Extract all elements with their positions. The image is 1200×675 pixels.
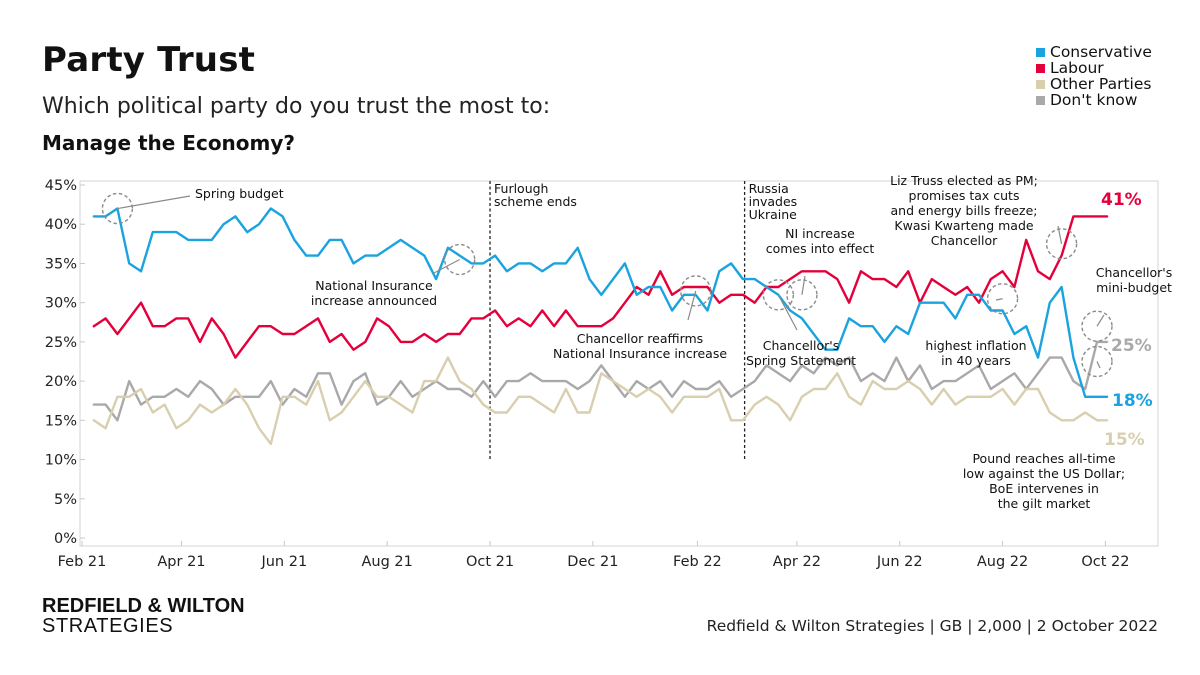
legend-label-other-parties: Other Parties	[1050, 75, 1152, 93]
annotation-leader-ni-increase-4	[801, 275, 806, 295]
y-tick-label: 15%	[45, 413, 77, 429]
annotation-leader-national-insurance-1	[433, 258, 460, 274]
source-note: Redfield & Wilton Strategies | GB | 2,00…	[706, 617, 1158, 635]
end-label-don-t-know: 25%	[1111, 336, 1152, 356]
series-line-conservative	[92, 207, 1109, 398]
x-tick-label: Jun 22	[876, 554, 923, 570]
legend-swatch-other-parties	[1036, 79, 1045, 89]
chart-question: Manage the Economy?	[42, 131, 296, 155]
x-tick-label: Aug 22	[977, 554, 1028, 570]
annotation-text-chancellor-s-3: Chancellor's Spring Statement	[746, 338, 856, 368]
annotation-text-chancellor-s-7: Chancellor's mini-budget	[1096, 265, 1172, 295]
y-tick-label: 30%	[45, 296, 77, 312]
annotation-leader-chancellor-s-3	[777, 294, 798, 331]
y-tick-label: 10%	[45, 453, 77, 469]
annotation-text-highest-inflation-5: highest inflation in 40 years	[925, 338, 1026, 368]
x-tick-label: Apr 21	[157, 554, 205, 570]
annotation-text-chancellor-reaffirms-2: Chancellor reaffirms National Insurance i…	[553, 331, 727, 361]
legend-swatch-dont-know	[1036, 95, 1045, 105]
x-tick-label: Feb 21	[58, 554, 107, 570]
annotation-text-pound-reaches-all-time-8: Pound reaches all-time low against the US…	[963, 451, 1125, 511]
series-line-labour	[92, 215, 1109, 359]
legend-item-dont-know: Don't know	[1036, 92, 1152, 108]
legend-item-conservative: Conservative	[1036, 44, 1152, 60]
series-line-don-t-know	[92, 340, 1109, 422]
x-tick-label: Dec 21	[567, 554, 618, 570]
y-tick-label: 25%	[45, 335, 77, 351]
legend-label-labour: Labour	[1050, 59, 1104, 77]
annotation-marker-highest-inflation-5	[986, 283, 1019, 315]
y-tick-label: 20%	[45, 374, 77, 390]
x-tick-label: Oct 21	[466, 554, 514, 570]
x-tick-label: Jun 21	[260, 554, 307, 570]
annotation-leader-spring-budget-0	[117, 195, 191, 210]
y-tick-label: 40%	[45, 217, 77, 233]
y-tick-label: 5%	[54, 492, 77, 508]
annotation-marker-national-insurance-1	[443, 243, 476, 276]
x-tick-label: Oct 22	[1081, 554, 1129, 570]
chart-title: Party Trust	[42, 40, 256, 80]
x-tick-label: Feb 22	[673, 554, 722, 570]
annotation-marker-chancellor-s-3	[762, 279, 795, 311]
series-line-other-parties	[92, 356, 1109, 446]
annotation-marker-pound-reaches-all-time-8	[1081, 345, 1113, 378]
annotation-text-spring-budget-0: Spring budget	[195, 186, 284, 201]
annotation-leader-highest-inflation-5	[995, 298, 1003, 301]
brand-logo: REDFIELD & WILTON STRATEGIES	[42, 596, 245, 636]
legend-item-other-parties: Other Parties	[1036, 76, 1152, 92]
plot-frame	[79, 180, 1159, 547]
brand-name-bottom: STRATEGIES	[42, 615, 174, 637]
annotation-text-liz-truss-elected-as-pm-6: Liz Truss elected as PM; promises tax cut…	[890, 173, 1038, 248]
annotation-text-ni-increase-4: NI increase comes into effect	[766, 226, 875, 256]
y-tick-label: 45%	[45, 178, 77, 194]
annotation-leader-pound-reaches-all-time-8	[1096, 361, 1101, 369]
annotation-marker-liz-truss-elected-as-pm-6	[1045, 228, 1078, 260]
x-tick-label: Apr 22	[773, 554, 821, 570]
brand-name-top: REDFIELD & WILTON	[42, 595, 245, 617]
legend: Conservative Labour Other Parties Don't …	[1036, 44, 1152, 108]
annotation-marker-ni-increase-4	[786, 279, 818, 311]
annotation-leader-liz-truss-elected-as-pm-6	[1057, 225, 1063, 244]
legend-label-conservative: Conservative	[1050, 43, 1152, 61]
annotation-marker-chancellor-reaffirms-2	[680, 275, 712, 307]
annotation-marker-spring-budget-0	[101, 192, 134, 225]
end-label-labour: 41%	[1101, 190, 1142, 210]
annotation-marker-chancellor-s-7	[1081, 310, 1113, 342]
legend-item-labour: Labour	[1036, 60, 1152, 76]
event-label-russia: Russia invades Ukraine	[749, 181, 798, 222]
annotation-leader-chancellor-s-7	[1096, 314, 1105, 327]
end-label-conservative: 18%	[1112, 391, 1153, 411]
annotation-text-national-insurance-1: National Insurance increase announced	[311, 278, 437, 308]
y-tick-label: 0%	[54, 531, 77, 547]
annotation-leader-chancellor-reaffirms-2	[687, 290, 697, 321]
event-label-furlough: Furlough scheme ends	[494, 181, 577, 209]
y-tick-label: 35%	[45, 256, 77, 272]
legend-label-dont-know: Don't know	[1050, 91, 1138, 109]
chart-subtitle: Which political party do you trust the m…	[42, 94, 551, 119]
legend-swatch-labour	[1036, 63, 1045, 73]
end-label-other-parties: 15%	[1104, 430, 1145, 450]
x-tick-label: Aug 21	[361, 554, 412, 570]
legend-swatch-conservative	[1036, 47, 1045, 57]
